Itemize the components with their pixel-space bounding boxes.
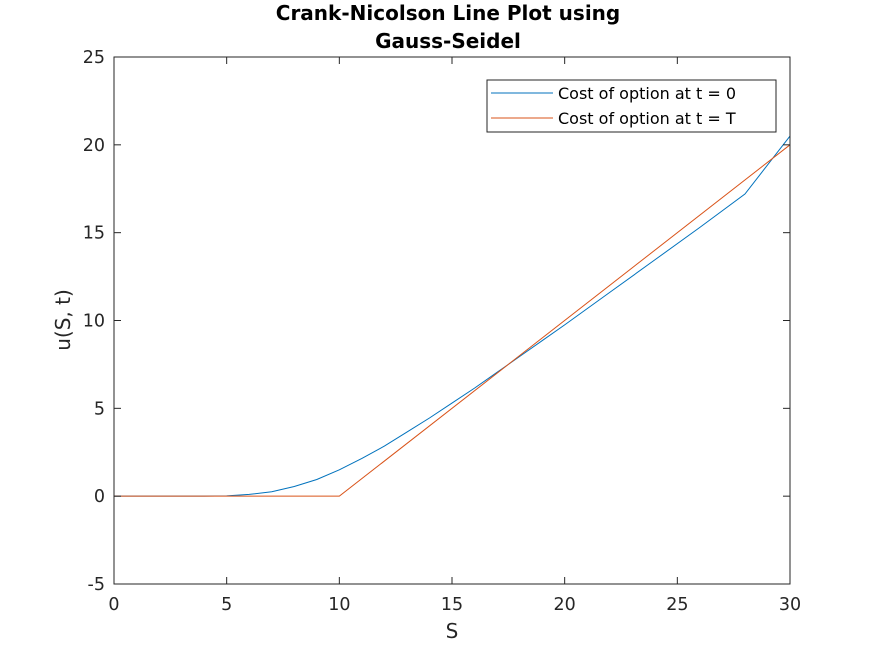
legend-entry-series-0: Cost of option at t = 0 (558, 84, 736, 103)
y-tick-label-0: -5 (88, 575, 105, 595)
series-line-1 (114, 144, 791, 497)
x-tick-label-5: 25 (666, 595, 688, 615)
y-tick-label-2: 5 (94, 399, 105, 419)
y-tick-label-3: 10 (83, 312, 105, 332)
chart-title-line-2: Gauss-Seidel (375, 29, 521, 53)
y-tick-label-6: 25 (83, 48, 105, 68)
x-tick-label-6: 30 (779, 595, 801, 615)
y-axis-label: u(S, t) (51, 289, 75, 351)
x-tick-label-2: 10 (328, 595, 350, 615)
x-tick-label-1: 5 (221, 595, 232, 615)
x-tick-label-0: 0 (108, 595, 119, 615)
plot-background (114, 57, 790, 584)
x-axis-label: S (446, 619, 459, 643)
legend: Cost of option at t = 0 Cost of option a… (486, 79, 777, 133)
x-tick-label-4: 20 (554, 595, 576, 615)
x-axis-ticks: 0 5 10 15 20 25 30 (108, 57, 801, 615)
y-tick-label-1: 0 (94, 487, 105, 507)
chart-title-line-1: Crank-Nicolson Line Plot using (276, 1, 620, 25)
legend-box (486, 79, 777, 133)
legend-entry-series-1: Cost of option at t = T (558, 109, 736, 128)
x-tick-label-3: 15 (441, 595, 463, 615)
series-line-0 (114, 135, 791, 497)
y-axis-ticks: -5 0 5 10 15 20 25 (83, 48, 790, 595)
y-tick-label-5: 20 (83, 136, 105, 156)
series-layer (114, 135, 791, 497)
y-tick-label-4: 15 (83, 224, 105, 244)
chart-title: Crank-Nicolson Line Plot using Gauss-Sei… (276, 1, 620, 53)
